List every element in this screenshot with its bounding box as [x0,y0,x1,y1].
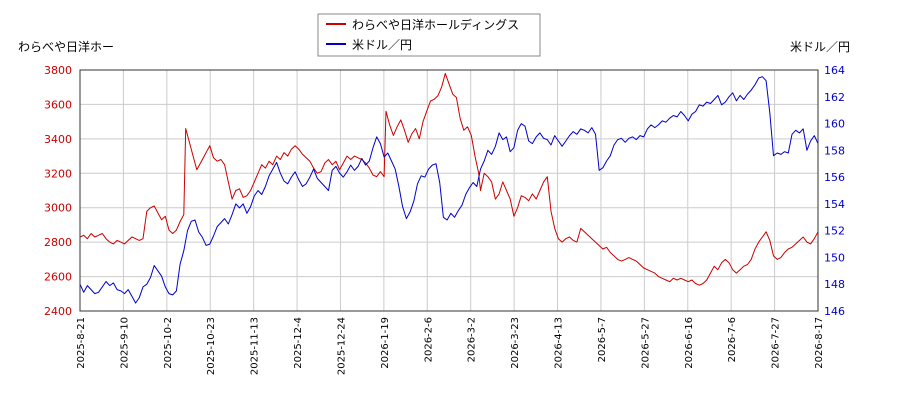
x-tick-label: 2025-11-13 [250,317,261,375]
x-tick-label: 2025-12-24 [336,317,347,375]
series-line-stock [79,72,819,286]
left-tick-label: 3000 [44,202,72,215]
left-tick-label: 2800 [44,236,72,249]
legend-label-stock: わらべや日洋ホールディングス [352,17,519,32]
x-tick-label: 2026-5-27 [640,317,651,369]
x-tick-label: 2026-5-7 [597,317,608,362]
series-lines [79,72,819,304]
left-tick-label: 2600 [44,271,72,284]
left-tick-label: 3400 [44,133,72,146]
x-tick-label: 2025-10-23 [206,317,217,375]
right-tick-label: 162 [824,91,845,104]
x-tick-label: 2026-6-16 [684,317,695,369]
x-tick-label: 2026-3-2 [467,317,478,362]
right-tick-label: 148 [824,278,845,291]
plot-frame [79,69,819,312]
x-tick-label: 2026-2-6 [423,317,434,362]
x-tick-label: 2026-8-17 [814,317,825,369]
x-tick-label: 2026-3-23 [510,317,521,369]
x-tick-label: 2026-7-6 [727,317,738,362]
left-tick-label: 2400 [44,305,72,318]
right-tick-label: 160 [824,118,845,131]
right-tick-label: 150 [824,251,845,264]
right-tick-label: 152 [824,225,845,238]
x-tick-label: 2025-10-2 [163,317,174,369]
left-tick-label: 3200 [44,167,72,180]
legend-label-usdjpy: 米ドル／円 [352,38,412,52]
right-axis-label: 米ドル／円 [790,40,850,54]
x-tick-label: 2025-9-10 [119,317,130,369]
legend: わらべや日洋ホールディングス 米ドル／円 [317,13,541,57]
right-tick-label: 164 [824,64,845,77]
axis-ticks: 2400 2600 2800 3000 3200 3400 3600 3800 146 148 15… [44,64,845,375]
series-line-usdjpy [79,76,819,304]
legend-box [317,13,541,57]
right-tick-label: 146 [824,305,845,318]
left-tick-label: 3800 [44,64,72,77]
x-tick-label: 2025-8-21 [76,317,87,369]
right-tick-label: 154 [824,198,845,211]
right-tick-label: 156 [824,171,845,184]
left-tick-label: 3600 [44,98,72,111]
x-tick-label: 2026-4-13 [554,317,565,369]
x-tick-label: 2026-7-27 [771,317,782,369]
x-tick-label: 2025-12-4 [293,317,304,369]
left-axis-label: わらべや日洋ホー [18,39,114,54]
right-tick-label: 158 [824,144,845,157]
x-tick-label: 2026-1-19 [380,317,391,369]
gridlines [79,69,819,312]
